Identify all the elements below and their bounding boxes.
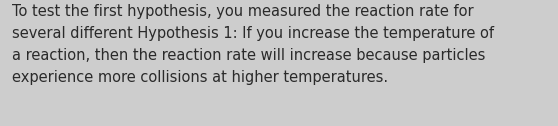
Text: To test the first hypothesis, you measured the reaction rate for
several differe: To test the first hypothesis, you measur… bbox=[12, 4, 494, 85]
